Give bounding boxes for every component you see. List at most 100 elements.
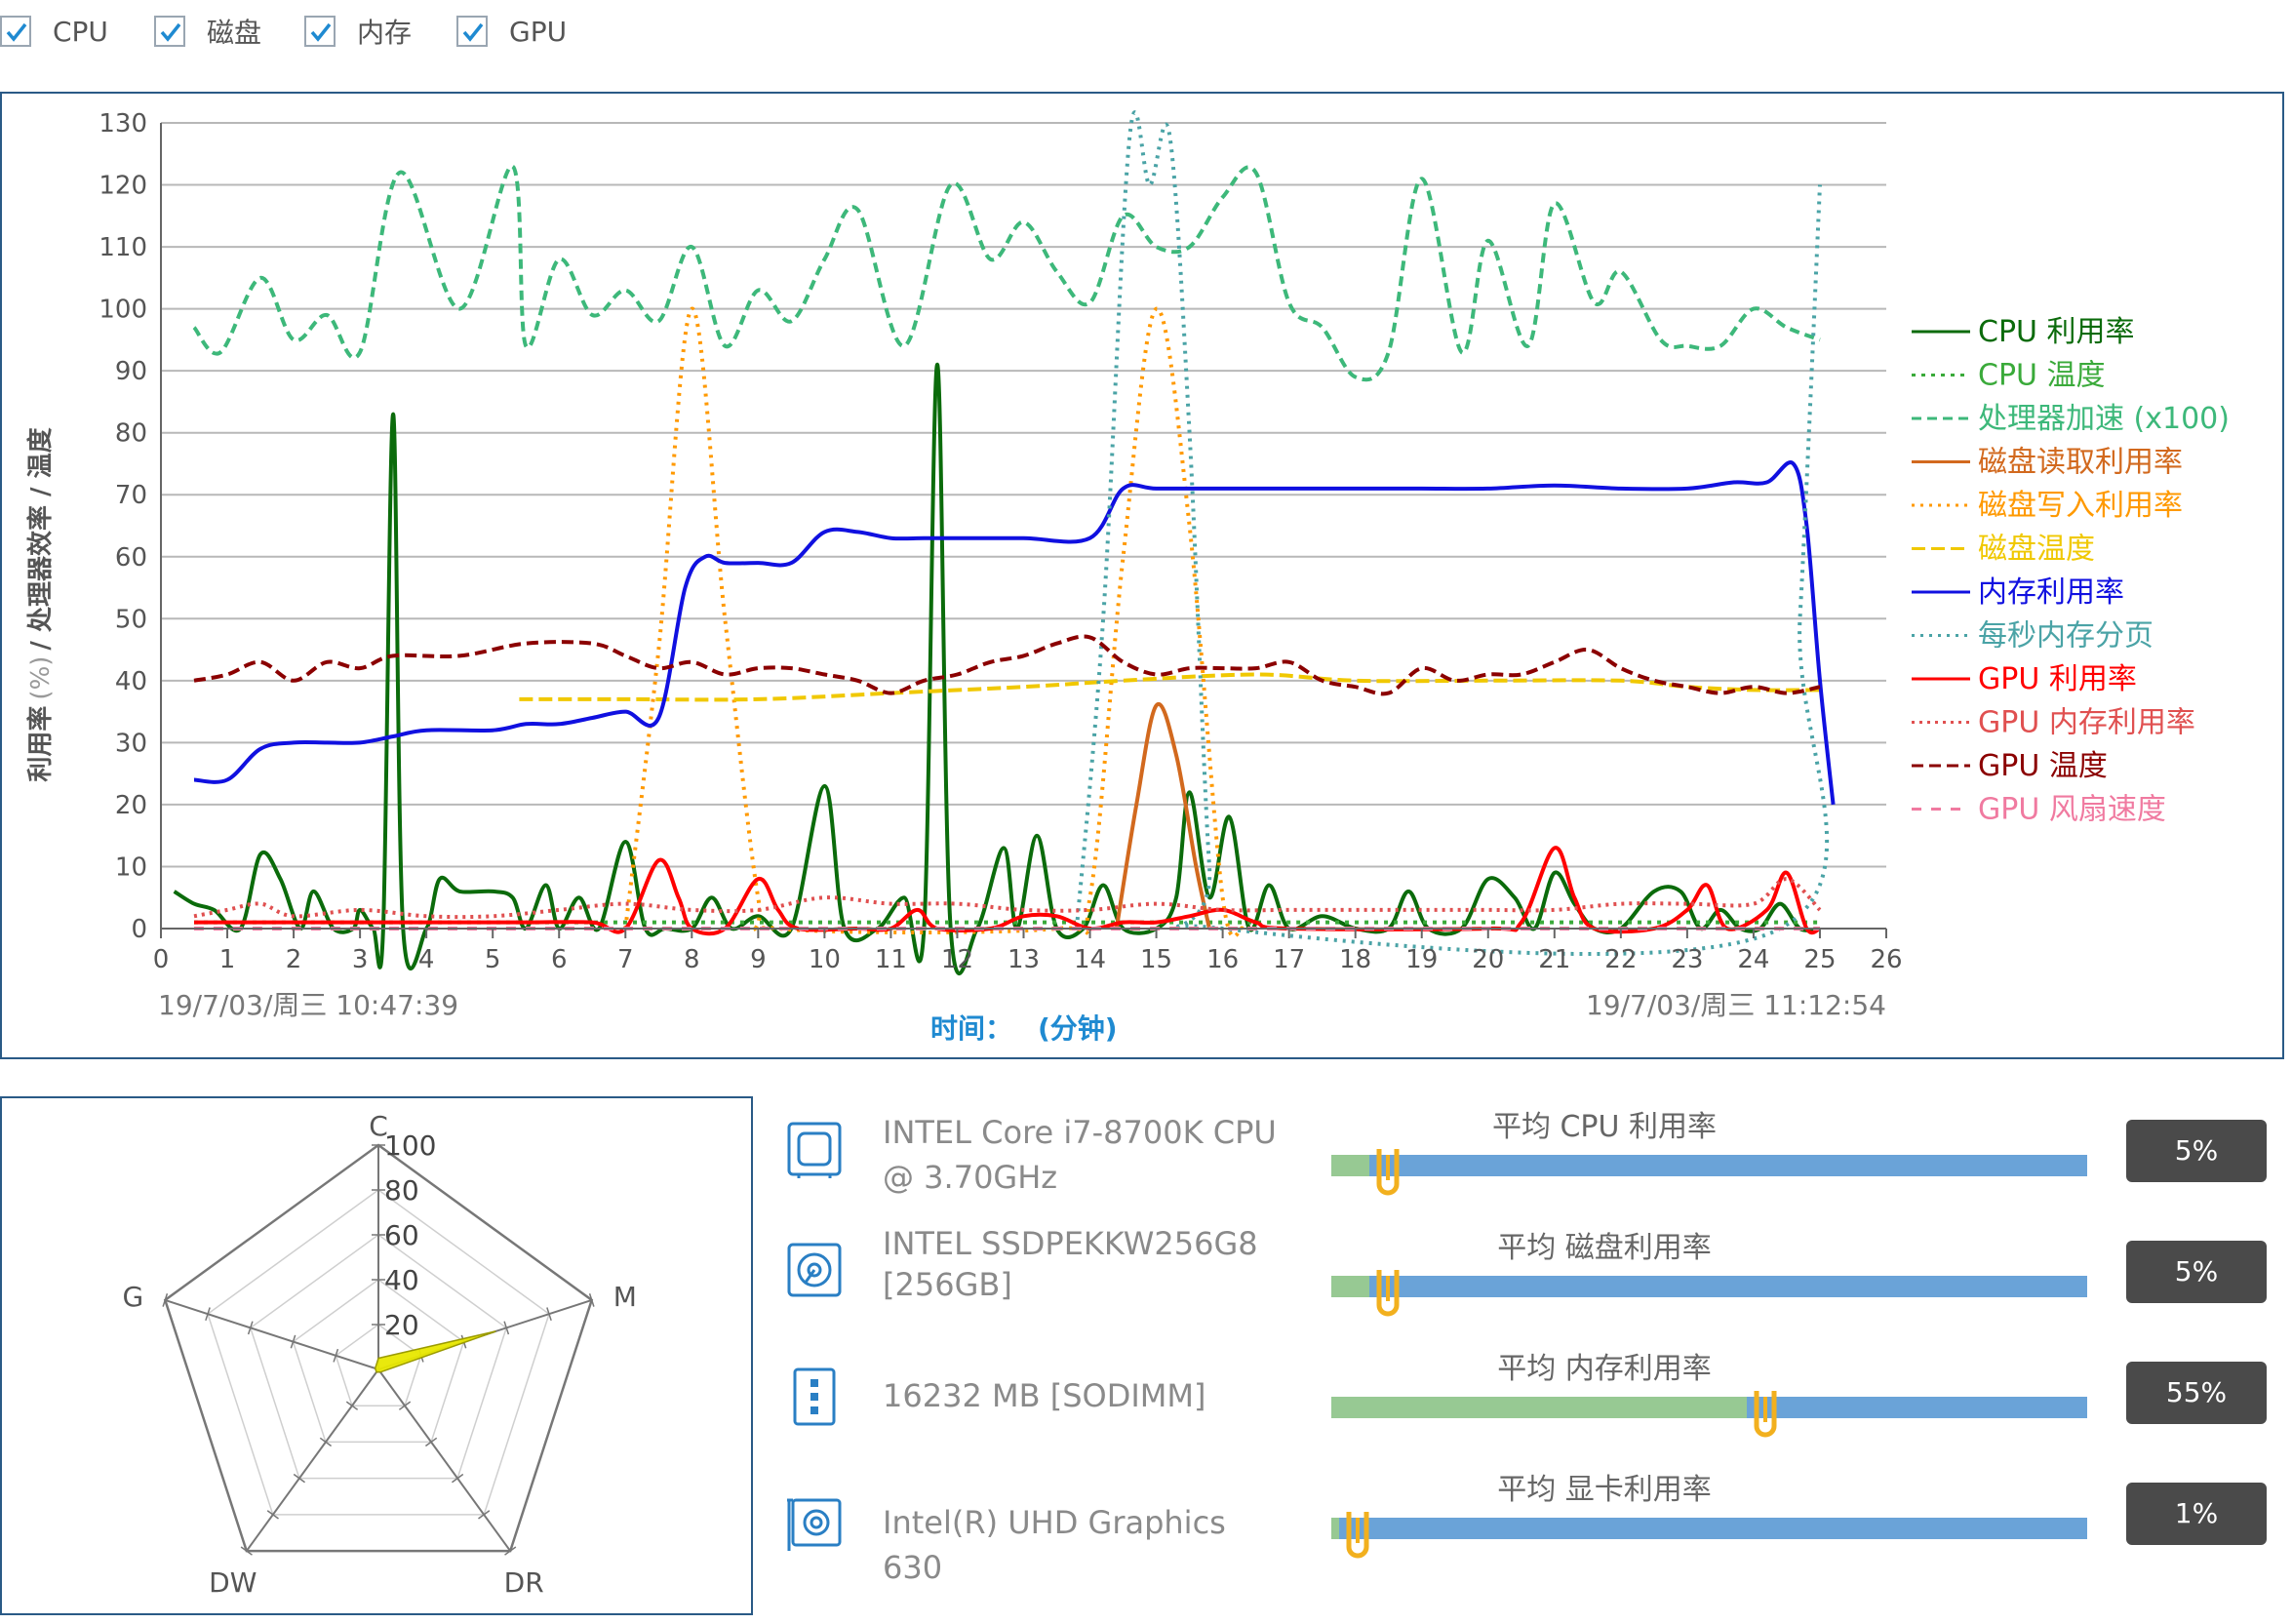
legend-item-label: GPU 风扇速度 [1978,793,2166,827]
y-tick-label: 130 [99,109,147,139]
checkbox-memory[interactable] [304,16,336,47]
hw-bar-fill [1331,1397,1748,1418]
x-tick-label: 13 [1008,945,1040,974]
filter-cpu[interactable]: CPU [0,14,108,49]
hw-name-line: @ 3.70GHz [883,1159,1058,1196]
y-tick-label: 70 [115,481,147,510]
y-tick-label: 50 [115,605,147,634]
filter-memory[interactable]: 内存 [304,14,412,49]
hw-badge-memory: 55% [2126,1362,2267,1424]
radar-data-area [374,1330,496,1373]
cpu-icon [787,1122,842,1178]
y-tick-label: 0 [131,915,147,944]
gpu-icon [787,1498,842,1551]
series-line-5 [519,672,1821,702]
radar-tick [293,1473,305,1484]
x-tick-label: 4 [418,945,435,974]
checkbox-cpu[interactable] [0,16,31,47]
radar-axis-label: C [369,1110,388,1142]
radar-tick [247,1321,254,1335]
radar-ring [207,1189,550,1516]
y-tick-label: 90 [115,357,147,386]
radar-tick [503,1321,510,1335]
radar-axis-label: DR [504,1566,544,1599]
hw-name-line: INTEL SSDPEKKW256G8 [883,1225,1258,1262]
series-line-10 [193,634,1821,696]
start-time-label: 19/7/03/周三 10:47:39 [158,989,458,1021]
radar-tick [452,1473,464,1484]
x-tick-label: 1 [219,945,236,974]
check-icon [6,22,27,42]
x-tick-label: 17 [1273,945,1305,974]
hw-name-cpu: INTEL Core i7-8700K CPU @ 3.70GHz [883,1110,1292,1200]
radar-panel: 20 40 60 80 100 C M DR DW G [0,1096,753,1615]
legend-item-label: 内存利用率 [1978,575,2124,610]
legend-item-label: 每秒内存分页 [1978,619,2154,654]
checkbox-disk[interactable] [154,16,185,47]
checkbox-gpu[interactable] [456,16,488,47]
hw-badge-cpu: 5% [2126,1120,2267,1182]
hw-name-line: Intel(R) UHD Graphics 630 [883,1504,1226,1586]
filter-bar: CPU 磁盘 内存 GPU [0,0,878,62]
radar-spoke [164,1298,379,1370]
radar-tick [504,1546,517,1556]
radar-tick [424,1437,438,1447]
radar-spoke [246,1368,379,1552]
usage-chart-panel: 0 10 20 30 40 50 60 70 80 90 100 110 120 130 0 1 2 3 4 5 6 7 8… [0,92,2284,1059]
legend-item-label: 磁盘读取利用率 [1978,446,2183,480]
radar-tick [588,1293,595,1307]
y-tick-label: 120 [99,172,147,201]
hw-title-cpu: 平均 CPU 利用率 [1491,1110,1718,1144]
series-line-3 [1114,701,1211,930]
x-tick-label: 9 [750,945,767,974]
radar-spoke [377,1368,511,1552]
filter-disk[interactable]: 磁盘 [154,14,261,49]
x-tick-label: 10 [809,945,841,974]
hw-title-memory: 平均 内存利用率 [1497,1352,1712,1386]
series-line-4 [623,306,1245,939]
hw-name-disk: INTEL SSDPEKKW256G8 [256GB] [883,1223,1292,1305]
filter-gpu[interactable]: GPU [456,14,567,49]
radar-tick-label: 20 [384,1309,419,1341]
hw-badge-gpu: 1% [2126,1483,2267,1545]
y-tick-label: 110 [99,233,147,262]
radar-ring [292,1279,465,1444]
y-tick-label: 30 [115,729,147,758]
hw-row-disk: INTEL SSDPEKKW256G8 [256GB] 平均 磁盘利用率 5% [785,1223,2287,1340]
radar-tick [478,1510,491,1520]
check-icon [462,22,484,42]
hw-row-gpu: Intel(R) UHD Graphics 630 平均 显卡利用率 1% [785,1465,2287,1586]
y-tick-label: 100 [99,296,147,325]
legend-item-label: 处理器加速 (x100) [1978,402,2230,436]
hw-name-memory: 16232 MB [SODIMM] [883,1373,1292,1418]
x-tick-label: 5 [485,945,501,974]
x-tick-label: 14 [1074,945,1106,974]
series-line-9 [193,877,1822,920]
radar-axis-label: DW [209,1566,257,1599]
x-tick-label: 7 [617,945,634,974]
hw-bar-fill [1331,1518,1339,1539]
hw-bar-gpu [1331,1512,2087,1559]
legend-item-label: GPU 温度 [1978,749,2108,783]
legend-item-label: GPU 内存利用率 [1978,706,2195,740]
slider-handle-icon[interactable] [1373,1268,1403,1321]
hw-name-line: 16232 MB [SODIMM] [883,1377,1206,1414]
check-icon [160,22,181,42]
legend-item-label: CPU 利用率 [1978,315,2135,349]
radar-ring [249,1234,508,1480]
x-tick-label: 6 [551,945,568,974]
x-tick-label: 2 [286,945,302,974]
series-line-6 [193,460,1836,806]
slider-handle-icon[interactable] [1751,1389,1780,1442]
radar-tick [345,1401,359,1410]
filter-label-gpu: GPU [509,15,568,48]
y-axis-label: 利用率(%)/ 处理器效率 / 温度 [25,427,56,781]
hw-title-gpu: 平均 显卡利用率 [1497,1473,1712,1507]
radar-tick-label: 80 [384,1174,419,1207]
x-tick-label: 19 [1405,945,1438,974]
hw-bar-memory [1331,1391,2087,1438]
radar-tick [162,1293,169,1307]
slider-handle-icon[interactable] [1373,1147,1403,1200]
slider-handle-icon[interactable] [1343,1510,1372,1563]
